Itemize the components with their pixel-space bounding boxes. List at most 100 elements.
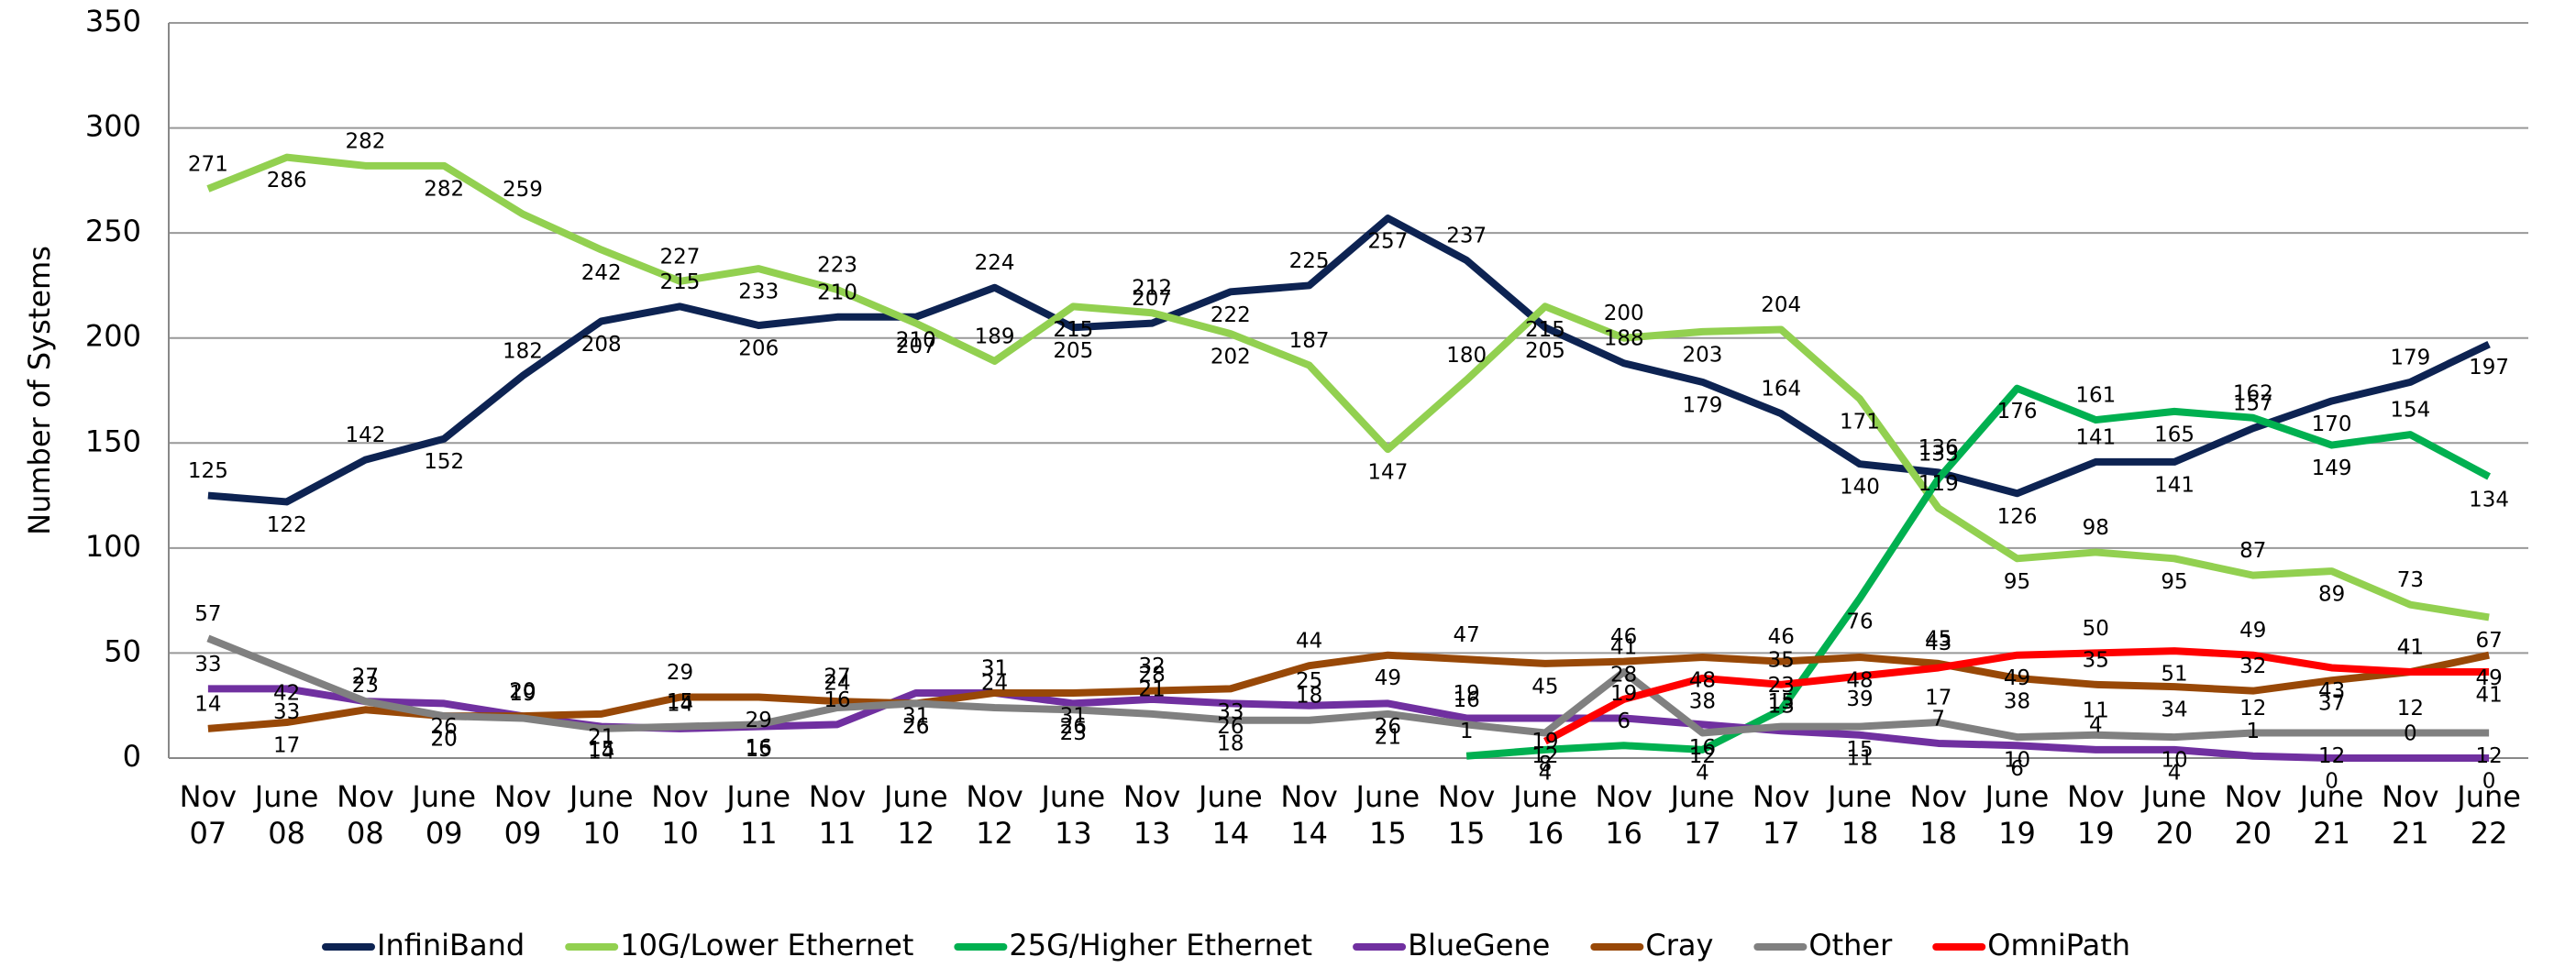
data-label: 87 [2239,539,2266,563]
data-label: 50 [2083,617,2109,641]
data-label: 27 [352,666,379,689]
series-line [206,153,2490,622]
data-label: 215 [1053,318,1093,342]
y-tick-label: 200 [85,319,141,354]
data-label: 76 [1846,610,1873,633]
data-label: 282 [424,177,464,201]
data-label: 20 [431,728,458,752]
x-tick-label: June 15 [1355,779,1421,851]
data-label: 47 [1454,623,1480,647]
series-line [206,634,2490,742]
data-label: 161 [2075,384,2116,408]
data-label: 179 [1682,393,1722,417]
data-label: 42 [273,681,300,705]
data-label: 33 [194,653,221,676]
data-label: 204 [1761,293,1801,317]
data-label: 16 [746,736,772,760]
x-tick-label: Nov 15 [1437,779,1496,851]
data-label: 136 [1918,436,1959,460]
data-label: 33 [273,700,300,724]
data-label: 26 [902,715,929,739]
y-tick-label: 300 [85,109,141,144]
data-label: 1 [1460,720,1474,743]
x-tick-label: Nov 14 [1280,779,1338,851]
data-label: 205 [1525,339,1565,363]
data-label: 49 [2239,619,2266,643]
y-axis-label: Number of Systems [22,246,57,535]
data-label: 141 [2075,425,2116,449]
data-label: 26 [1217,715,1244,739]
legend-label: BlueGene [1408,928,1550,962]
data-label: 19 [1610,682,1637,706]
x-tick-label: Nov 20 [2224,779,2283,851]
data-label: 26 [431,715,458,739]
y-tick-label: 350 [85,4,141,38]
data-label: 271 [188,153,228,177]
legend-label: InfiniBand [377,928,525,962]
x-tick-label: June 19 [1985,779,2050,851]
data-label: 203 [1682,343,1722,367]
legend-label: Other [1808,928,1893,962]
data-label: 8 [1539,753,1553,776]
x-tick-label: June 08 [254,779,319,851]
data-label: 12 [1689,744,1716,768]
data-label: 14 [588,740,614,764]
data-label: 17 [1925,687,1951,710]
data-label: 208 [581,333,622,357]
x-tick-label: June 21 [2299,779,2364,851]
data-label: 207 [1132,287,1172,311]
data-label: 13 [1768,695,1795,719]
data-label: 41 [2397,636,2424,660]
data-label: 26 [1060,715,1087,739]
data-label: 41 [2397,636,2424,660]
x-tick-label: Nov 09 [493,779,552,851]
data-label: 210 [817,280,857,304]
data-label: 31 [902,704,929,728]
x-tick-label: June 22 [2457,779,2521,851]
data-label: 162 [2233,381,2273,405]
data-label: 134 [2469,488,2509,512]
data-label: 49 [2004,666,2030,690]
data-label: 4 [2168,761,2182,785]
data-label: 242 [581,261,622,285]
data-label: 14 [194,692,221,716]
data-label: 205 [1053,339,1093,363]
data-label: 202 [1211,346,1251,369]
data-label: 20 [431,728,458,752]
data-label: 25 [1296,669,1322,693]
data-label: 187 [1289,329,1330,353]
data-label: 12 [2397,697,2424,720]
data-label: 44 [1296,630,1322,654]
series-line [207,214,2491,506]
data-label: 89 [2318,583,2345,607]
data-label: 21 [588,725,614,749]
x-tick-label: June 13 [1041,779,1106,851]
data-label: 16 [824,688,850,712]
data-label: 147 [1367,461,1408,485]
data-label: 43 [1925,632,1951,655]
data-label: 12 [1531,744,1558,768]
data-label: 11 [1846,746,1873,770]
data-label: 15 [588,738,614,762]
legend-label: 10G/Lower Ethernet [620,928,913,962]
data-label: 164 [1761,378,1801,402]
data-label: 0 [2404,722,2417,746]
data-label: 4 [2089,713,2103,737]
data-label: 20 [509,680,536,704]
data-label: 38 [2004,689,2030,713]
data-label: 33 [1217,700,1244,724]
legend-label: OmniPath [1987,928,2130,962]
data-label: 27 [824,666,850,689]
data-label: 257 [1367,230,1408,254]
data-label: 35 [2083,648,2109,672]
data-label: 34 [2161,698,2187,722]
x-tick-label: Nov 21 [2382,779,2439,851]
data-label: 126 [1997,505,2038,529]
data-label: 10 [2004,749,2030,773]
x-tick-label: June 09 [412,779,477,851]
x-tick-label: Nov 19 [2067,779,2125,851]
data-label: 259 [503,178,543,202]
data-label: 16 [1689,736,1716,760]
x-tick-label: Nov 16 [1595,779,1653,851]
